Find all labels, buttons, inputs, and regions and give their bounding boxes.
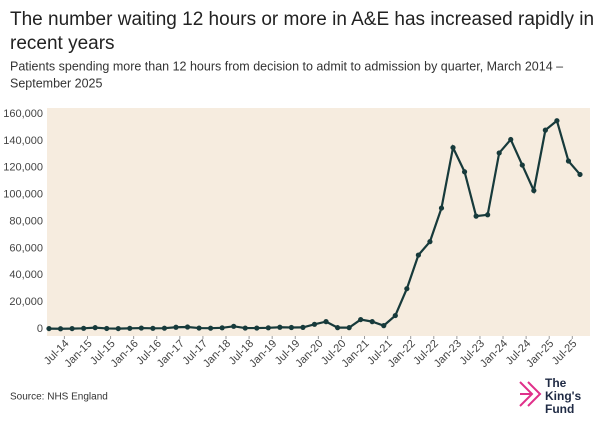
point xyxy=(254,325,260,331)
logo-text: Fund xyxy=(545,402,574,416)
source: Source: NHS England xyxy=(10,392,108,403)
point xyxy=(508,136,514,143)
y-tick-label: 60,000 xyxy=(9,242,43,254)
point xyxy=(519,162,525,168)
point xyxy=(288,324,295,331)
chart-subtitle: September 2025 xyxy=(10,76,102,90)
point xyxy=(358,316,364,323)
point xyxy=(150,325,156,331)
point xyxy=(381,323,387,329)
point xyxy=(392,312,398,319)
point xyxy=(81,325,87,331)
y-tick-label: 20,000 xyxy=(9,296,43,308)
logo-text: The xyxy=(545,376,567,390)
point xyxy=(531,187,537,194)
point xyxy=(92,325,98,331)
point xyxy=(208,325,214,331)
point xyxy=(461,169,468,175)
point xyxy=(334,325,341,331)
x-tick-label: Jul-25 xyxy=(550,338,580,368)
point xyxy=(311,321,318,327)
point xyxy=(496,150,502,156)
chart-subtitle: Patients spending more than 12 hours fro… xyxy=(10,59,563,73)
point xyxy=(173,324,179,330)
y-tick-label: 140,000 xyxy=(3,135,43,147)
point xyxy=(138,325,144,331)
point xyxy=(565,158,572,164)
y-tick-label: 0 xyxy=(37,323,43,335)
point xyxy=(300,324,306,330)
logo-text: King's xyxy=(545,389,582,403)
chart-title: The number waiting 12 hours or more in A… xyxy=(10,9,594,30)
point xyxy=(323,319,329,325)
point xyxy=(438,205,445,211)
point xyxy=(450,144,456,151)
point xyxy=(196,325,202,331)
y-tick-label: 120,000 xyxy=(3,162,43,174)
point xyxy=(473,213,479,219)
point xyxy=(46,325,52,332)
point xyxy=(104,325,110,332)
y-tick-label: 40,000 xyxy=(9,269,43,281)
plot-area xyxy=(47,108,590,336)
point xyxy=(577,171,583,178)
point xyxy=(265,325,271,331)
point xyxy=(115,325,121,332)
point xyxy=(69,325,75,332)
point xyxy=(485,212,491,218)
y-tick-label: 100,000 xyxy=(3,189,43,201)
y-tick-label: 80,000 xyxy=(9,215,43,227)
point xyxy=(404,286,410,292)
point xyxy=(415,252,421,258)
point xyxy=(219,325,225,331)
point xyxy=(369,319,375,325)
logo: The King's Fund xyxy=(519,376,582,416)
chart-title: recent years xyxy=(10,33,115,54)
y-tick-label: 160,000 xyxy=(3,108,43,120)
point xyxy=(346,325,352,331)
point xyxy=(127,325,133,331)
point xyxy=(242,325,248,331)
point xyxy=(57,326,64,332)
point xyxy=(231,323,237,329)
point xyxy=(542,127,548,133)
point xyxy=(427,239,433,245)
point xyxy=(184,324,191,330)
point xyxy=(277,324,283,330)
point xyxy=(554,118,560,124)
point xyxy=(161,325,168,331)
logo-icon xyxy=(519,381,542,407)
